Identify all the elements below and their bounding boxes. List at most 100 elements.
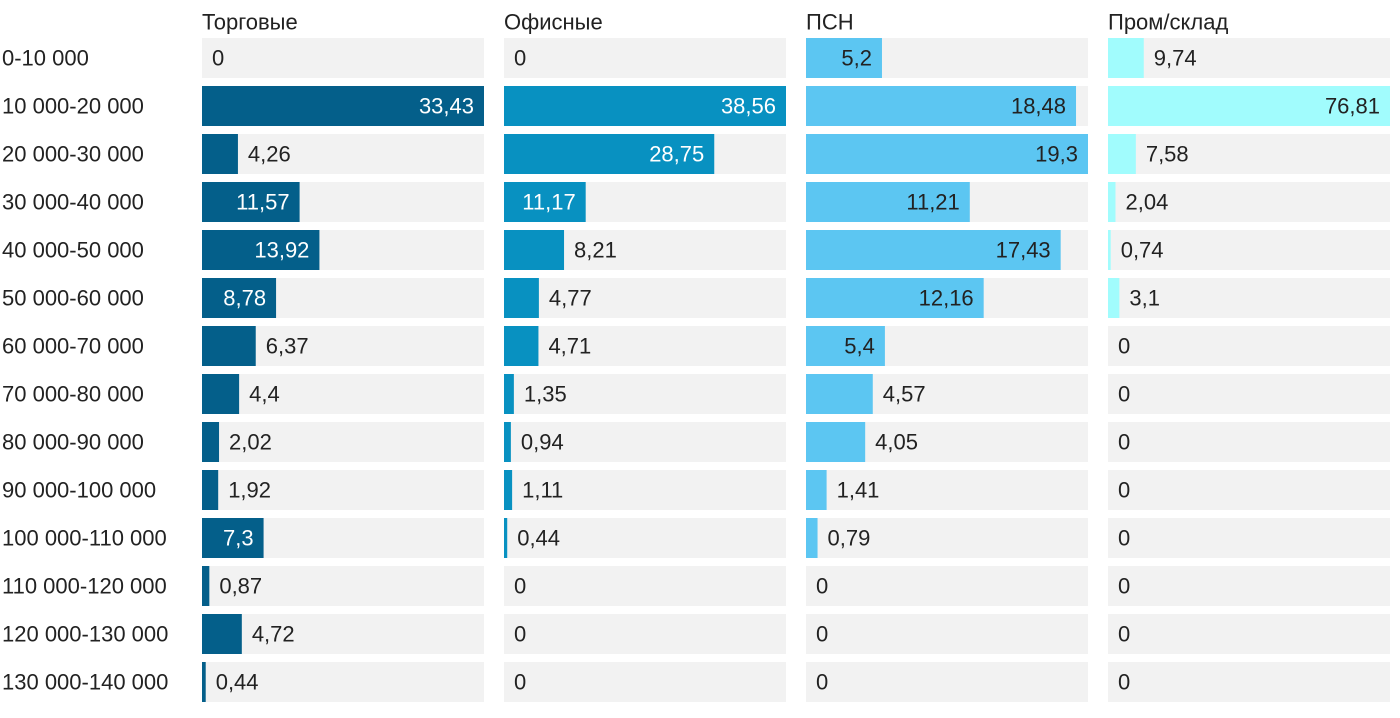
bar-background xyxy=(806,470,1088,510)
bar xyxy=(504,422,511,462)
value-label: 13,92 xyxy=(254,238,309,263)
bar-background xyxy=(504,422,786,462)
value-label: 4,77 xyxy=(549,286,592,311)
value-label: 76,81 xyxy=(1325,94,1380,119)
value-label: 11,21 xyxy=(906,190,959,215)
bar xyxy=(1108,134,1136,174)
value-label: 0 xyxy=(816,670,828,695)
value-label: 0,74 xyxy=(1121,238,1164,263)
value-label: 3,1 xyxy=(1129,286,1160,311)
category-label: 30 000-40 000 xyxy=(2,190,144,215)
category-label: 10 000-20 000 xyxy=(2,94,144,119)
bar-background xyxy=(504,38,786,78)
value-label: 28,75 xyxy=(649,142,704,167)
value-label: 33,43 xyxy=(419,94,474,119)
bar-background xyxy=(806,614,1088,654)
bar xyxy=(1108,38,1144,78)
value-label: 1,35 xyxy=(524,382,567,407)
bar xyxy=(1108,182,1116,222)
value-label: 0 xyxy=(1118,430,1130,455)
series-title: Торговые xyxy=(202,10,298,35)
bar xyxy=(1108,86,1390,126)
bar-background xyxy=(504,518,786,558)
bar xyxy=(202,134,238,174)
category-label: 130 000-140 000 xyxy=(2,670,168,695)
value-label: 4,4 xyxy=(249,382,280,407)
bar xyxy=(202,326,256,366)
bar-background xyxy=(1108,614,1390,654)
bar xyxy=(202,662,206,702)
value-label: 2,04 xyxy=(1125,190,1168,215)
bar-background xyxy=(1108,326,1390,366)
value-label: 1,92 xyxy=(228,478,271,503)
bar xyxy=(202,374,240,414)
bar-background xyxy=(504,278,786,318)
bar xyxy=(504,374,514,414)
bar xyxy=(202,422,220,462)
bar xyxy=(806,374,873,414)
value-label: 0 xyxy=(1118,334,1130,359)
bar-background xyxy=(806,662,1088,702)
bar xyxy=(504,182,586,222)
bar-background xyxy=(202,38,484,78)
bar xyxy=(202,278,277,318)
value-label: 4,71 xyxy=(548,334,591,359)
bar xyxy=(806,86,1077,126)
bar xyxy=(1108,278,1120,318)
bar xyxy=(806,278,984,318)
value-label: 0 xyxy=(1118,526,1130,551)
bar-background xyxy=(1108,662,1390,702)
value-label: 0 xyxy=(1118,478,1130,503)
bar xyxy=(806,518,818,558)
value-label: 0 xyxy=(514,670,526,695)
value-label: 19,3 xyxy=(1035,142,1078,167)
value-label: 0 xyxy=(514,574,526,599)
value-label: 0 xyxy=(514,622,526,647)
bar xyxy=(504,230,565,270)
bar xyxy=(202,182,300,222)
bar xyxy=(202,86,484,126)
bar-background xyxy=(1108,422,1390,462)
value-label: 7,3 xyxy=(223,526,254,551)
bar xyxy=(504,86,786,126)
bar-background xyxy=(1108,518,1390,558)
bar xyxy=(504,278,539,318)
value-label: 11,17 xyxy=(522,190,575,215)
value-label: 0 xyxy=(1118,622,1130,647)
bar xyxy=(1108,230,1111,270)
bar-background xyxy=(1108,566,1390,606)
bar xyxy=(202,230,320,270)
category-label: 100 000-110 000 xyxy=(2,526,167,551)
bar-background xyxy=(504,374,786,414)
value-label: 18,48 xyxy=(1011,94,1066,119)
series-title: Офисные xyxy=(504,10,603,35)
value-label: 12,16 xyxy=(919,286,974,311)
bar xyxy=(202,518,264,558)
bar xyxy=(504,518,508,558)
category-label: 70 000-80 000 xyxy=(2,382,144,407)
bar xyxy=(806,230,1061,270)
category-label: 40 000-50 000 xyxy=(2,238,144,263)
value-label: 8,21 xyxy=(574,238,617,263)
bar xyxy=(806,326,885,366)
bar xyxy=(806,422,866,462)
category-label: 110 000-120 000 xyxy=(2,574,167,599)
bar-background xyxy=(1108,38,1390,78)
value-label: 8,78 xyxy=(223,286,266,311)
value-label: 0 xyxy=(816,574,828,599)
bar xyxy=(806,182,970,222)
bar xyxy=(202,614,242,654)
bar-background xyxy=(1108,470,1390,510)
bar xyxy=(806,134,1088,174)
bar-background xyxy=(202,662,484,702)
value-label: 17,43 xyxy=(996,238,1051,263)
category-label: 0-10 000 xyxy=(2,46,89,71)
value-label: 4,72 xyxy=(252,622,295,647)
bar xyxy=(806,470,827,510)
series-title: Пром/склад xyxy=(1108,10,1228,35)
value-label: 2,02 xyxy=(229,430,272,455)
value-label: 0 xyxy=(1118,574,1130,599)
bar-background xyxy=(806,518,1088,558)
value-label: 1,11 xyxy=(522,478,563,503)
category-label: 90 000-100 000 xyxy=(2,478,156,503)
